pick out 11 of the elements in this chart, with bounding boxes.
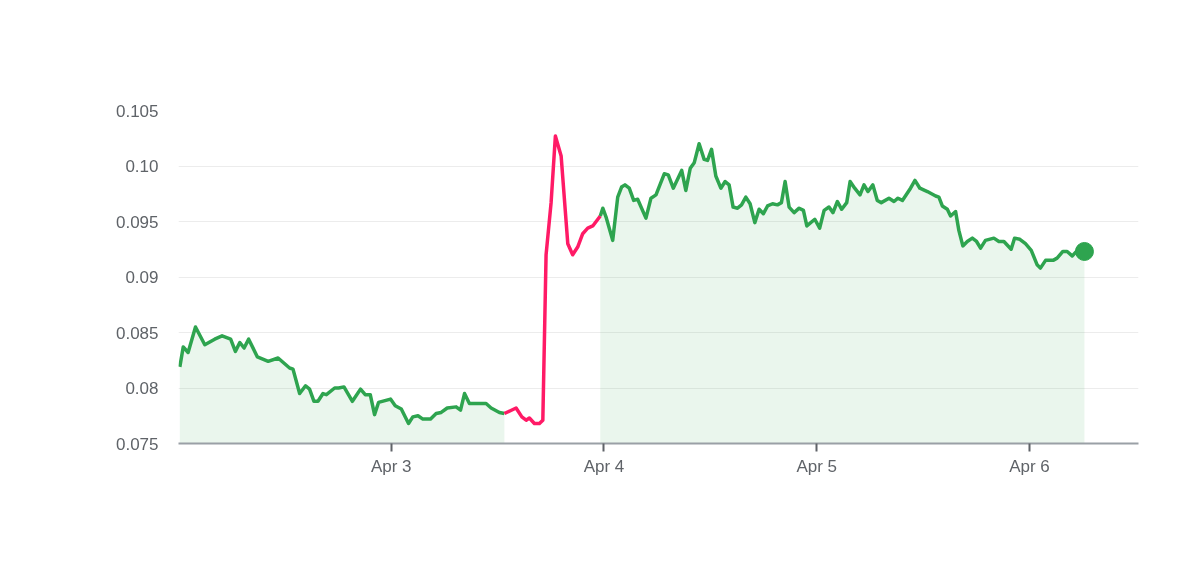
y-tick-label: 0.09 xyxy=(125,268,159,287)
y-tick-label: 0.08 xyxy=(125,379,159,398)
y-tick-label: 0.105 xyxy=(115,101,159,121)
x-tick-label: Apr 6 xyxy=(1009,456,1050,476)
x-tick-label: Apr 4 xyxy=(583,456,625,476)
y-tick-label: 0.085 xyxy=(115,323,159,343)
y-tick-label: 0.075 xyxy=(115,434,159,454)
y-tick-label: 0.095 xyxy=(115,212,159,232)
x-tick-label: Apr 5 xyxy=(796,456,838,476)
x-tick-label: Apr 3 xyxy=(370,456,412,476)
y-tick-label: 0.10 xyxy=(125,157,159,176)
